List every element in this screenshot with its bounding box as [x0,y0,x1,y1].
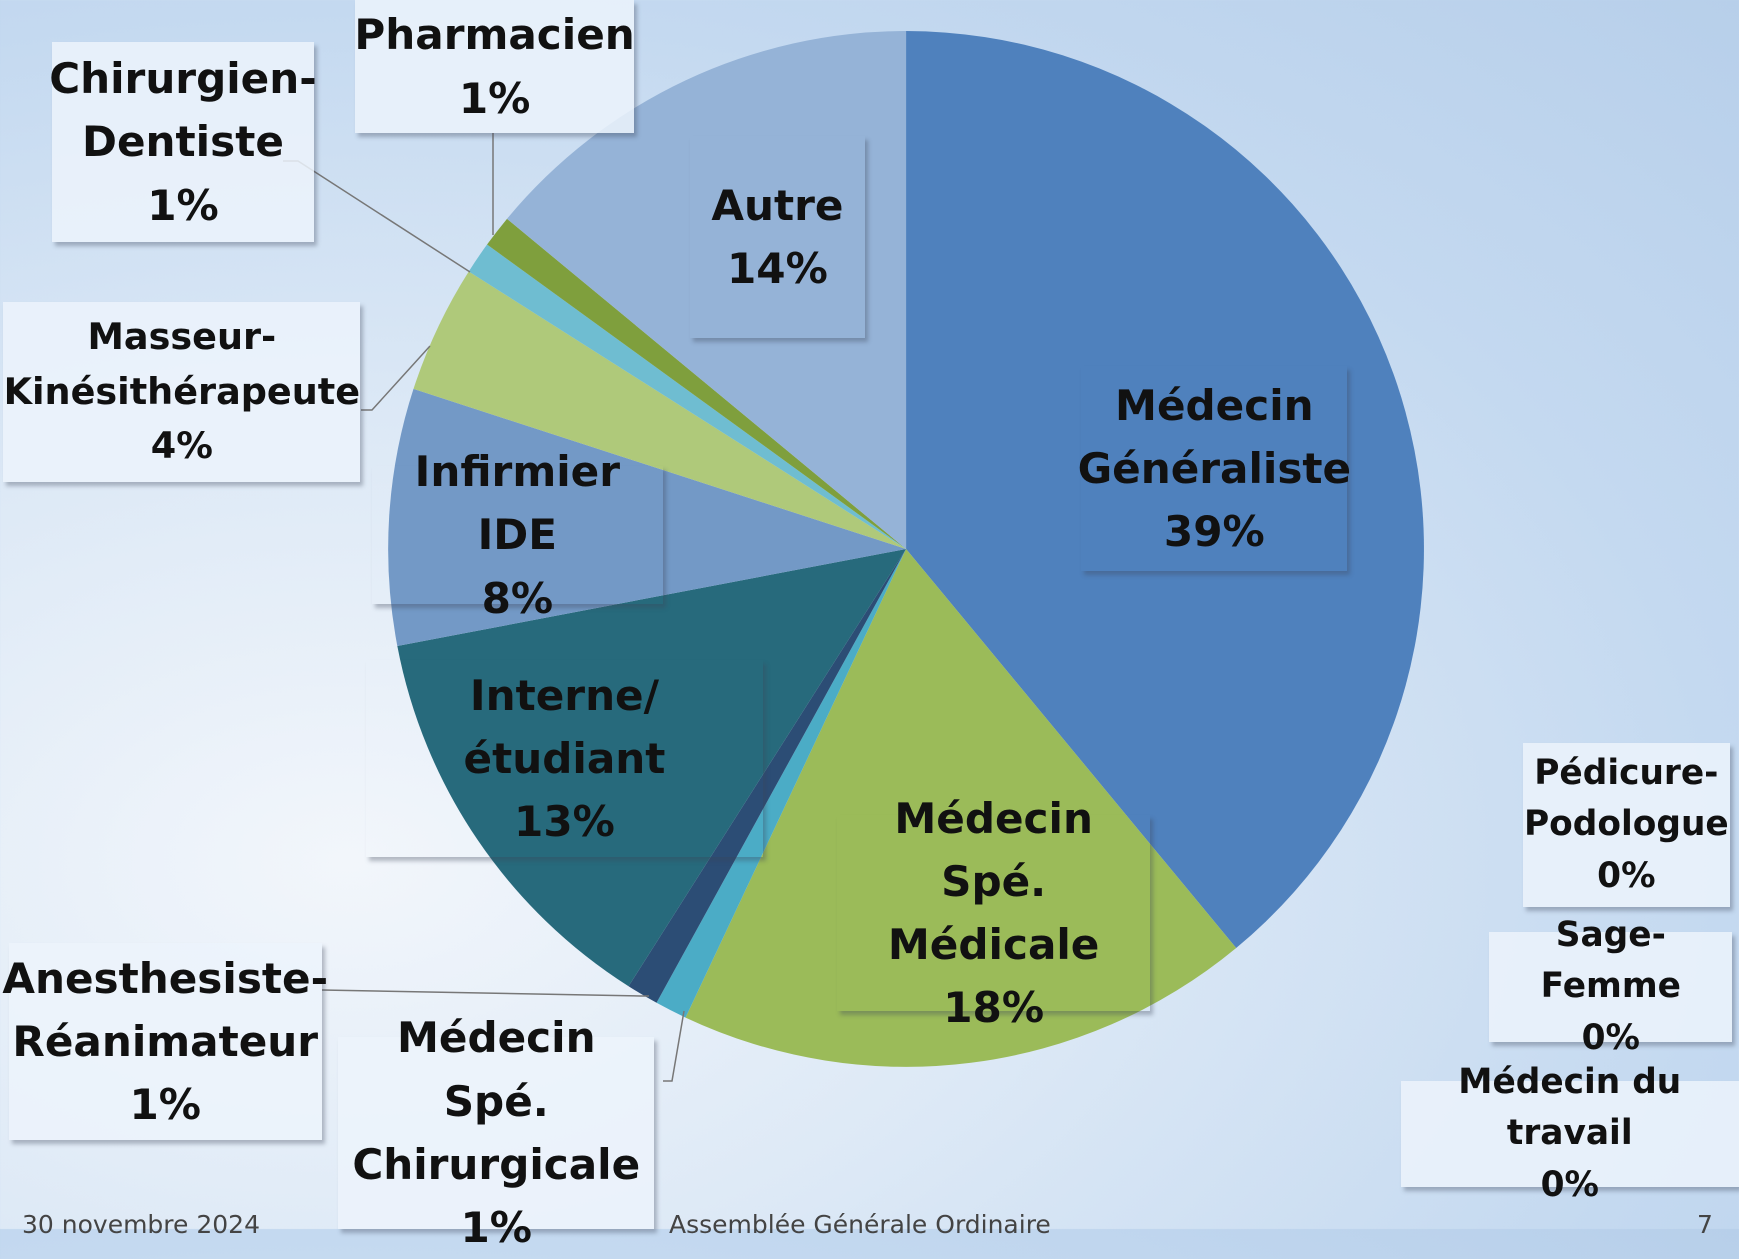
value-label: 14% [727,237,828,300]
footer-date: 30 novembre 2024 [22,1210,260,1239]
value-label: 18% [943,976,1044,1039]
category-label: Médecin Spé. Chirurgicale [345,1006,648,1196]
value-label: 1% [129,1073,201,1136]
value-label: 1% [461,1196,533,1259]
leader-line [663,1011,684,1081]
category-label: Masseur-Kinésithérapeute [4,310,360,420]
category-label: Chirurgien-Dentiste [49,47,317,173]
category-label: Pédicure-Podologue [1524,748,1729,851]
category-label: Sage-Femme [1496,910,1726,1013]
category-label: Autre [711,174,843,237]
value-label: 4% [151,419,213,474]
category-label: Pharmacien [354,3,634,66]
category-label: Médecin Généraliste [1078,374,1352,500]
slide: {"chart_data": {"type": "pie", "categori… [0,0,1739,1229]
category-label: Interne/étudiant [373,664,757,790]
value-label: 1% [147,174,219,237]
value-label: 8% [482,567,554,630]
value-label: 13% [514,790,615,853]
footer-page: 7 [1697,1210,1713,1239]
value-label: 0% [1597,851,1655,903]
value-label: 39% [1164,500,1265,563]
value-label: 1% [459,67,531,130]
category-label: Médecin Spé. Médicale [844,787,1143,977]
footer-event: Assemblée Générale Ordinaire [669,1210,1051,1239]
category-label: Infirmier IDE [378,440,656,566]
category-label: Anesthesiste-Réanimateur [2,947,328,1073]
category-label: Médecin du travail [1407,1057,1732,1160]
leader-line [322,990,649,996]
value-label: 0% [1541,1160,1599,1212]
